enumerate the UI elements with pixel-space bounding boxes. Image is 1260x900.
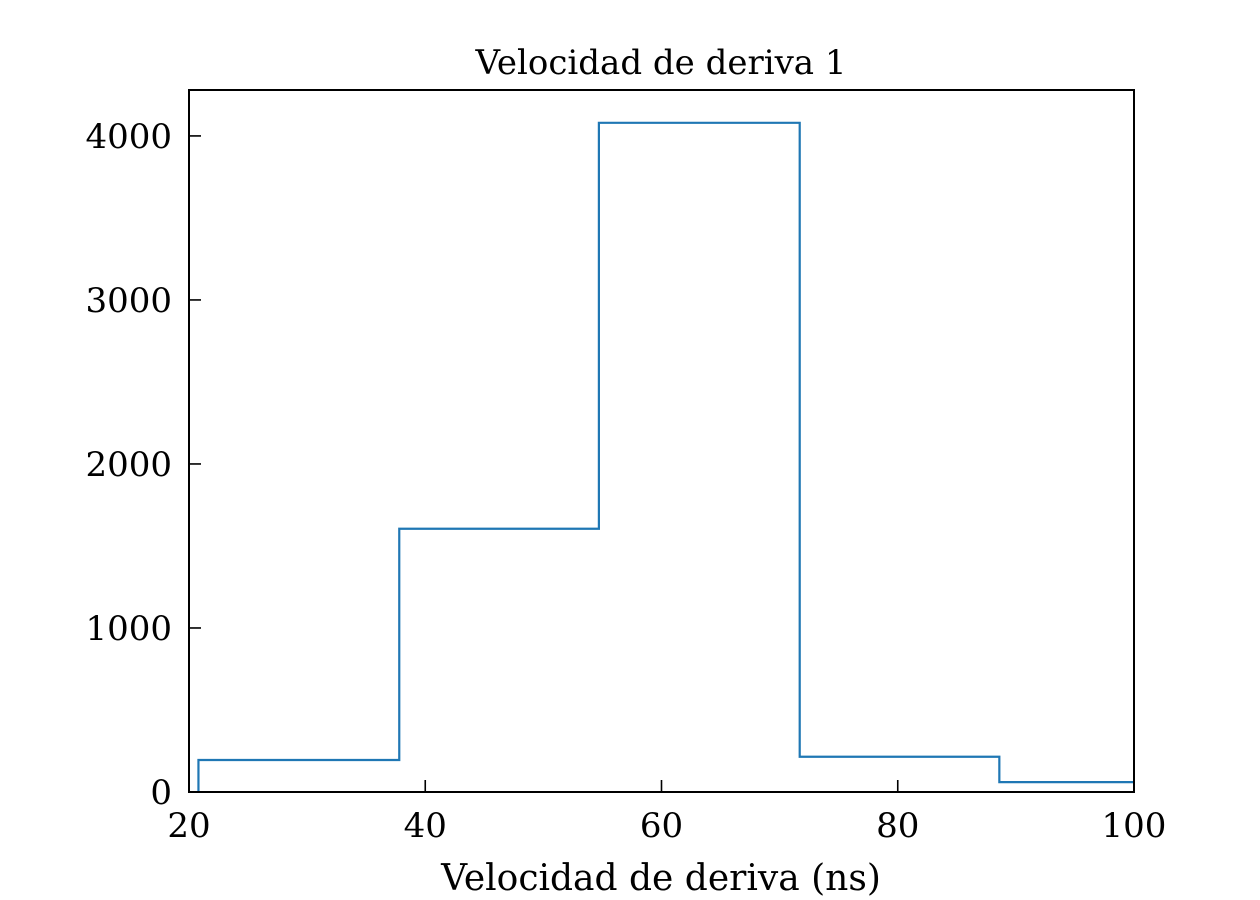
x-tick-label: 20 — [167, 806, 210, 846]
plot-frame — [188, 89, 1135, 793]
histogram-step-line — [197, 121, 1134, 792]
x-tick-label: 100 — [1102, 806, 1167, 846]
x-tick-label: 60 — [640, 806, 683, 846]
x-tick-label: 80 — [876, 806, 919, 846]
y-tick-label: 0 — [150, 773, 172, 813]
x-tick-label: 40 — [404, 806, 447, 846]
y-tick-label: 1000 — [85, 609, 172, 649]
y-tick-label: 4000 — [85, 117, 172, 157]
x-axis-label: Velocidad de deriva (ns) — [440, 858, 881, 899]
histogram-series — [197, 121, 1134, 792]
y-tick-label: 3000 — [85, 281, 172, 321]
y-tick-label: 2000 — [85, 445, 172, 485]
chart-title: Velocidad de deriva 1 — [474, 43, 846, 83]
